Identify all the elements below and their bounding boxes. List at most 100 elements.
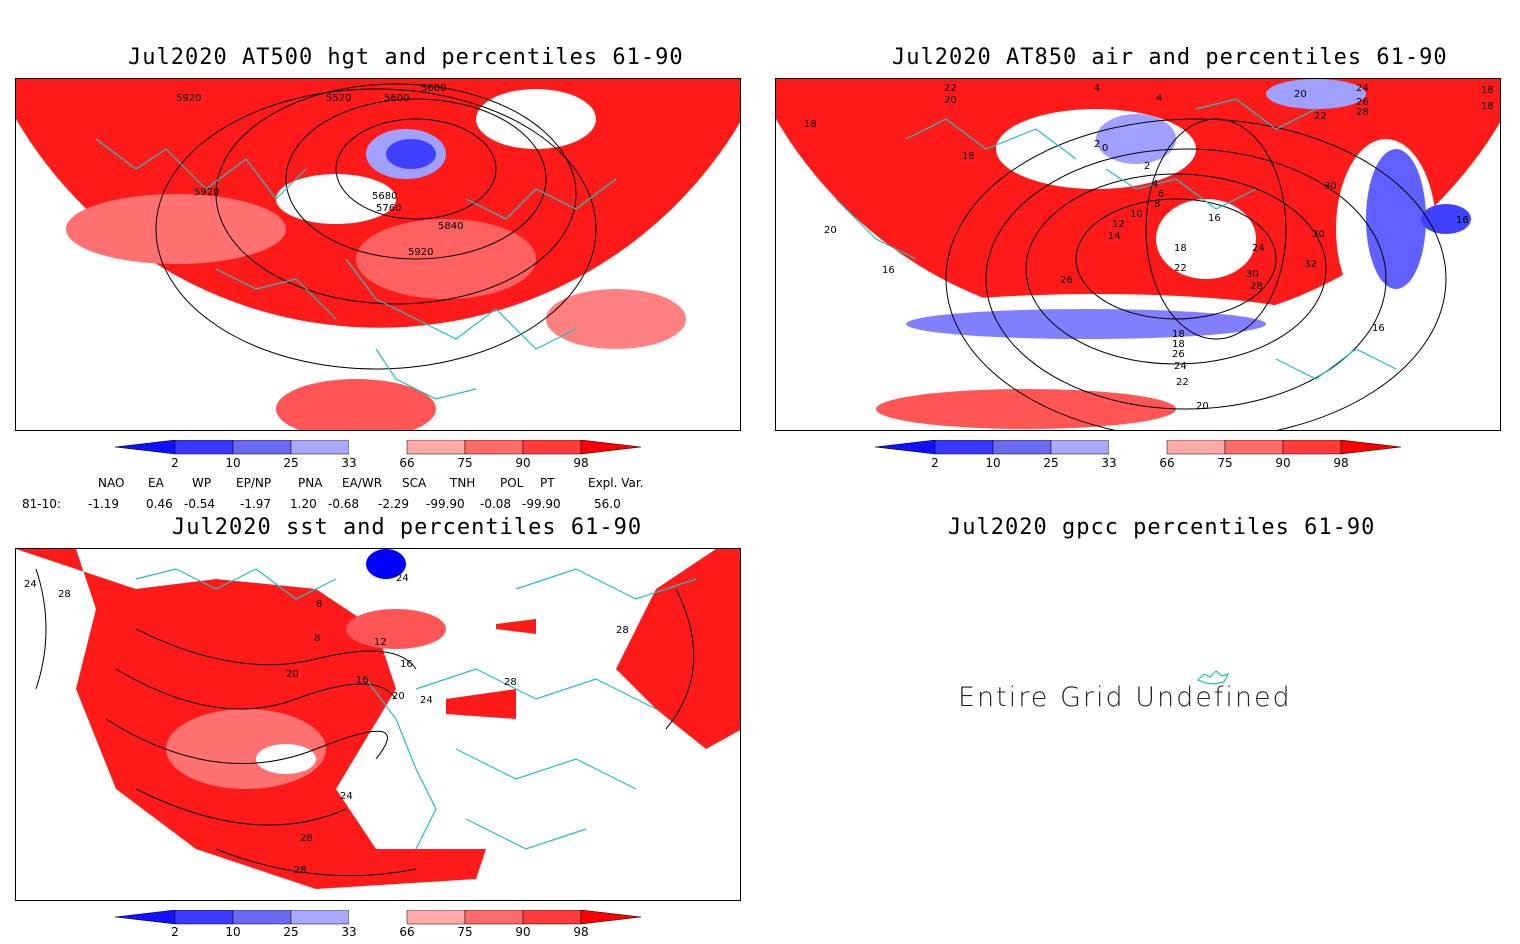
contour-label: 20 [824, 225, 837, 236]
contour-label: 16 [400, 659, 413, 670]
contour-label: 28 [1250, 281, 1263, 292]
contour-label: 22 [944, 83, 957, 94]
index-header: PNA [298, 476, 323, 490]
contour-label: 12 [1112, 219, 1125, 230]
contour-label: 26 [1060, 275, 1073, 286]
contour-label: 24 [1252, 243, 1265, 254]
contour-label: 30 [1324, 181, 1337, 192]
contour-label: 5520 [326, 93, 351, 104]
colorbar-label: 98 [1333, 456, 1349, 470]
index-header: SCA [402, 476, 427, 490]
colorbar-label: 33 [1101, 456, 1117, 470]
map-panel-at850: 22 20 4 4 20 24 26 28 22 18 18 18 18 2 0… [775, 78, 1501, 431]
contour-label: 20 [392, 691, 405, 702]
colorbar-swatches [874, 439, 1402, 455]
contour-label: 20 [286, 669, 299, 680]
contour-label: 18 [804, 119, 817, 130]
colorbar-label: 25 [1043, 456, 1059, 470]
contour-label: 12 [374, 637, 387, 648]
contour-label: 28 [300, 833, 313, 844]
index-header: EP/NP [236, 476, 272, 490]
contour-label: 6 [1158, 189, 1164, 200]
contour-label: 16 [882, 265, 895, 276]
contour-label: 22 [1176, 377, 1189, 388]
map-panel-sst: 24 28 8 12 16 20 16 20 24 28 24 28 28 28… [15, 548, 741, 901]
contour-label: 18 [962, 151, 975, 162]
map-panel-at500: 5920 5520 5600 5600 5920 5680 5760 5840 … [15, 78, 741, 431]
index-header: EA [148, 476, 164, 490]
colorbar-label: 90 [1275, 456, 1291, 470]
contour-label: 28 [1356, 107, 1369, 118]
colorbar-bottom-left: 2 10 25 33 66 75 90 98 [114, 909, 645, 944]
contour-label: 28 [616, 625, 629, 636]
colorbar-label: 90 [515, 925, 531, 939]
colorbar-label: 2 [931, 456, 939, 470]
index-header: EA/WR [342, 476, 383, 490]
index-header: NAO [98, 476, 125, 490]
contour-label: 30 [1312, 229, 1325, 240]
contour-label: 5920 [194, 187, 219, 198]
contour-label: 22 [1314, 111, 1327, 122]
contour-label: 20 [1196, 401, 1209, 412]
colorbar-label: 10 [225, 456, 241, 470]
index-value: -0.68 [328, 497, 360, 511]
undefined-grid-message: Entire Grid Undefined [958, 682, 1292, 713]
index-value: -2.29 [378, 497, 410, 511]
contour-label: 10 [1130, 209, 1143, 220]
index-header: TNH [450, 476, 476, 490]
colorbar-label: 75 [1217, 456, 1233, 470]
colorbar-label: 90 [515, 456, 531, 470]
contour-label: 5680 [372, 191, 397, 202]
contour-label: 24 [24, 579, 37, 590]
contour-label: 2 [1094, 139, 1100, 150]
colorbar-label: 25 [283, 456, 299, 470]
colorbar-label: 75 [457, 456, 473, 470]
panel-title-at500: Jul2020 AT500 hgt and percentiles 61-90 [128, 45, 684, 70]
index-value: -1.97 [240, 497, 272, 511]
contour-label: 28 [504, 677, 517, 688]
colorbar-label: 2 [171, 925, 179, 939]
colorbar-label: 25 [283, 925, 299, 939]
contour-label: 5920 [408, 247, 433, 258]
contour-label: 16 [1372, 323, 1385, 334]
colorbar-label: 66 [399, 925, 415, 939]
index-value: 1.20 [290, 497, 317, 511]
colorbar-label: 10 [225, 925, 241, 939]
panel-title-at850: Jul2020 AT850 air and percentiles 61-90 [892, 45, 1448, 70]
contour-label: 18 [1481, 85, 1494, 96]
contour-label: 18 [1172, 329, 1185, 340]
index-header: WP [192, 476, 212, 490]
contour-label: 5920 [176, 93, 201, 104]
contour-label: 0 [1102, 143, 1108, 154]
index-value: -0.08 [480, 497, 512, 511]
contour-label: 20 [1294, 89, 1307, 100]
contour-label: 30 [1246, 269, 1259, 280]
colorbar-label: 2 [171, 456, 179, 470]
colorbar-label: 10 [985, 456, 1001, 470]
index-value: -99.90 [426, 497, 465, 511]
contour-label: 16 [1456, 215, 1469, 226]
contour-label: 4 [1152, 179, 1158, 190]
coastline-fragment-icon [1196, 670, 1230, 685]
panel-title-sst: Jul2020 sst and percentiles 61-90 [172, 515, 643, 540]
contour-label: 18 [1174, 243, 1187, 254]
colorbar-label: 75 [457, 925, 473, 939]
colorbar-label: 33 [341, 925, 357, 939]
colorbar-top-right: 2 10 25 33 66 75 90 98 [874, 439, 1405, 474]
colorbar-label: 66 [399, 456, 415, 470]
contour-label: 24 [340, 791, 353, 802]
contour-label: 24 [1356, 83, 1369, 94]
contour-label: 2 [1144, 161, 1150, 172]
contour-label: 4 [1094, 83, 1100, 94]
contour-label: 16 [356, 675, 369, 686]
index-value: -99.90 [522, 497, 561, 511]
contour-label: 24 [420, 695, 433, 706]
contour-label: 20 [944, 95, 957, 106]
contour-label: 16 [1208, 213, 1221, 224]
contour-label: 26 [1356, 97, 1369, 108]
contour-label: 5840 [438, 221, 463, 232]
contour-label: 8 [316, 599, 322, 610]
colorbar-swatches [114, 909, 642, 925]
colorbar-label: 33 [341, 456, 357, 470]
contour-label: 32 [1304, 259, 1317, 270]
